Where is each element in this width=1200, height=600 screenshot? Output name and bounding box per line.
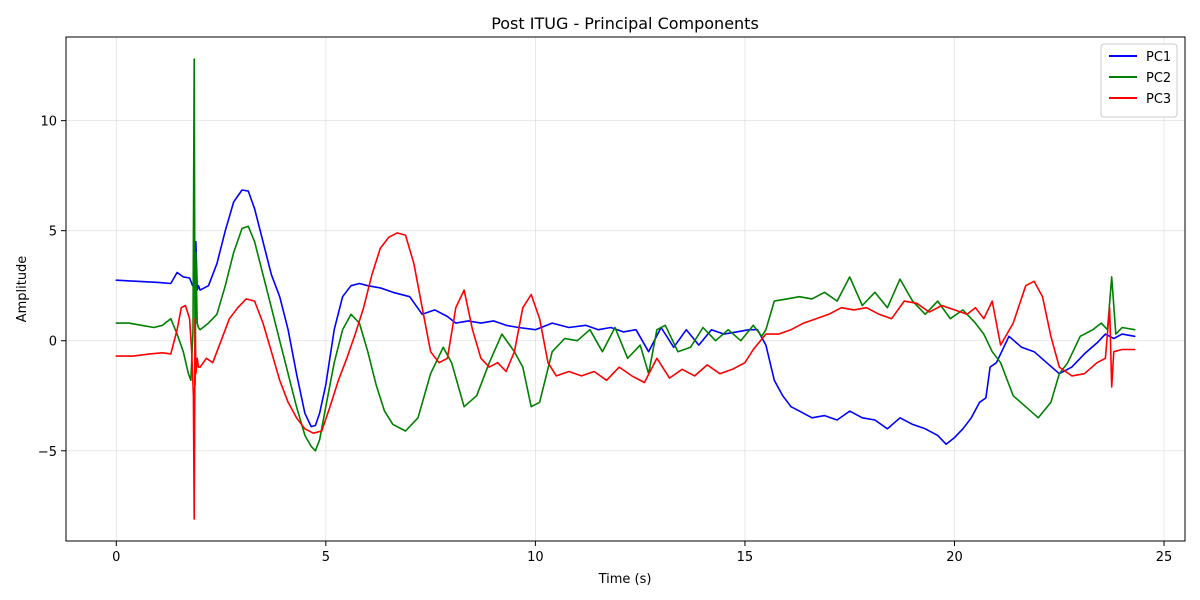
x-tick-label: 20 bbox=[946, 550, 963, 565]
series-line-pc3 bbox=[115, 232, 1136, 520]
legend-label-pc1: PC1 bbox=[1146, 50, 1171, 65]
x-axis: 0 5 10 15 20 25 bbox=[112, 541, 1172, 565]
y-tick-label: 5 bbox=[49, 225, 57, 240]
series-layer bbox=[115, 58, 1136, 520]
series-line-pc1 bbox=[115, 189, 1136, 446]
legend: PC1 PC2 PC3 bbox=[1100, 43, 1178, 118]
y-tick-label: −5 bbox=[38, 445, 57, 460]
chart-title: Post ITUG - Principal Components bbox=[491, 14, 759, 33]
x-tick-label: 0 bbox=[112, 550, 120, 565]
legend-label-pc2: PC2 bbox=[1146, 71, 1171, 86]
x-tick-label: 10 bbox=[527, 550, 544, 565]
y-axis-title: Amplitude bbox=[15, 256, 30, 323]
x-axis-title: Time (s) bbox=[598, 572, 652, 587]
x-tick-label: 5 bbox=[322, 550, 330, 565]
x-tick-label: 25 bbox=[1156, 550, 1173, 565]
plot-frame bbox=[65, 36, 1186, 542]
legend-label-pc3: PC3 bbox=[1146, 92, 1171, 107]
series-line-pc2 bbox=[115, 58, 1136, 452]
x-tick-label: 15 bbox=[737, 550, 754, 565]
y-tick-label: 0 bbox=[49, 335, 57, 350]
grid bbox=[66, 37, 1185, 541]
y-tick-label: 10 bbox=[40, 115, 57, 130]
y-axis: −5 0 5 10 bbox=[38, 115, 66, 460]
